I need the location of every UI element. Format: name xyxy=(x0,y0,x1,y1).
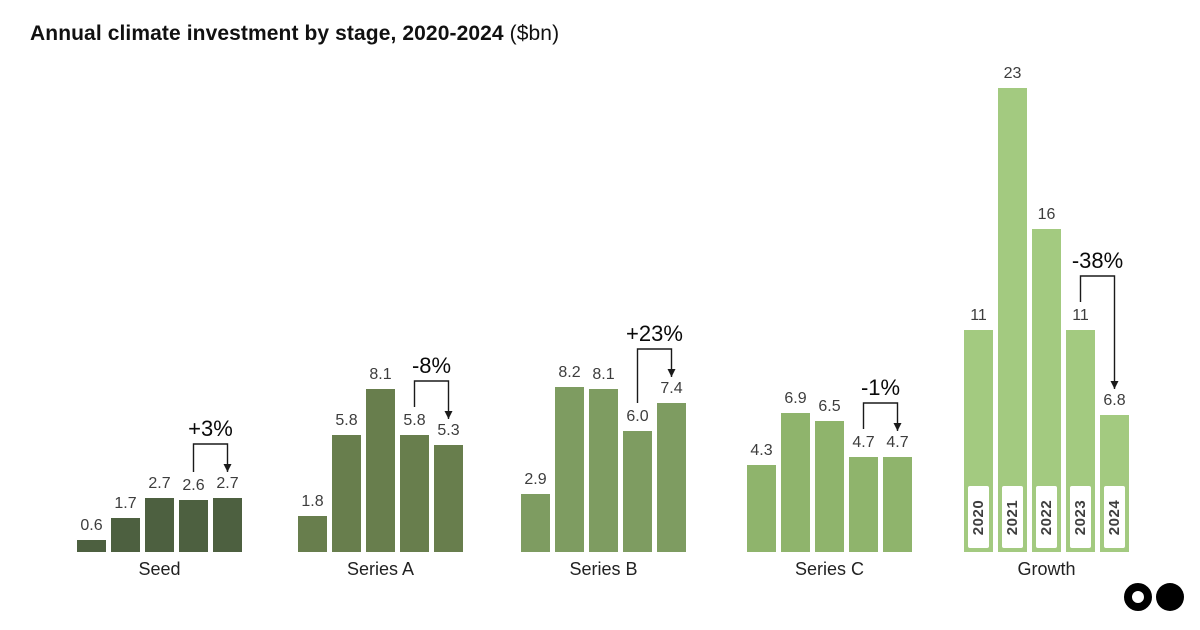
bar-value-label: 2.6 xyxy=(182,477,205,494)
bar-value-label: 11 xyxy=(1072,307,1089,324)
stage-label-growth: Growth xyxy=(1017,559,1076,579)
bar-value-label: 2.7 xyxy=(148,475,171,492)
bar-series-c-2024 xyxy=(883,457,912,552)
bar-seed-2020 xyxy=(77,540,106,552)
bar-series-a-2023 xyxy=(400,435,429,552)
change-percent-label: -8% xyxy=(412,353,451,378)
bar-seed-2024 xyxy=(213,498,242,552)
bar-value-label: 7.4 xyxy=(660,380,683,397)
bar-seed-2021 xyxy=(111,518,140,552)
stage-label-series-a: Series A xyxy=(346,559,415,579)
bar-series-c-2022 xyxy=(815,421,844,552)
bar-value-label: 16 xyxy=(1037,206,1056,223)
bar-value-label: 2.7 xyxy=(216,475,239,492)
chart-title: Annual climate investment by stage, 2020… xyxy=(30,22,559,46)
bar-value-label: 11 xyxy=(970,307,987,324)
circle-outline-icon xyxy=(1124,583,1152,611)
change-percent-label: -1% xyxy=(861,375,900,400)
year-label: 2024 xyxy=(1106,499,1123,535)
year-label: 2023 xyxy=(1072,499,1089,535)
arrowhead-icon xyxy=(444,411,453,419)
stage-label-series-b: Series B xyxy=(569,559,638,579)
bar-series-a-2020 xyxy=(298,516,327,552)
year-box-2020: 2020 xyxy=(968,486,989,548)
arrowhead-icon xyxy=(893,423,902,431)
year-label: 2021 xyxy=(1004,499,1021,535)
year-label: 2022 xyxy=(1038,499,1055,535)
year-box-2023: 2023 xyxy=(1070,486,1091,548)
bar-series-b-2022 xyxy=(589,389,618,552)
chart-title-units: ($bn) xyxy=(503,22,560,45)
bar-value-label: 6.8 xyxy=(1103,392,1126,409)
bar-value-label: 5.8 xyxy=(335,412,358,429)
bar-value-label: 8.1 xyxy=(369,366,392,383)
change-percent-label: +23% xyxy=(626,321,683,346)
bar-series-c-2023 xyxy=(849,457,878,552)
bar-value-label: 6.9 xyxy=(784,390,807,407)
bar-series-c-2021 xyxy=(781,413,810,552)
bar-value-label: 23 xyxy=(1003,65,1022,82)
bar-value-label: 8.2 xyxy=(558,364,581,381)
year-box-2024: 2024 xyxy=(1104,486,1125,548)
bar-seed-2023 xyxy=(179,500,208,552)
bar-seed-2022 xyxy=(145,498,174,552)
change-percent-label: -38% xyxy=(1072,248,1123,273)
annotation-seed: +3% xyxy=(188,416,233,472)
bar-series-b-2023 xyxy=(623,431,652,552)
change-arrow xyxy=(192,443,229,472)
arrowhead-icon xyxy=(1110,381,1119,389)
change-arrow xyxy=(862,402,899,431)
stage-label-seed: Seed xyxy=(138,559,181,579)
bar-series-a-2024 xyxy=(434,445,463,552)
circle-filled-icon xyxy=(1156,583,1184,611)
annotation-series-c: -1% xyxy=(861,375,902,431)
bar-value-label: 6.0 xyxy=(626,408,649,425)
bar-series-a-2021 xyxy=(332,435,361,552)
year-label: 2020 xyxy=(970,499,987,535)
arrowhead-icon xyxy=(223,464,232,472)
logo xyxy=(1124,583,1184,611)
bar-series-a-2022 xyxy=(366,389,395,552)
bar-value-label: 1.7 xyxy=(114,495,137,512)
chart-title-main: Annual climate investment by stage, 2020… xyxy=(30,22,504,45)
bar-value-label: 4.7 xyxy=(886,434,909,451)
bar-value-label: 6.5 xyxy=(818,398,841,415)
bar-growth-2021 xyxy=(998,88,1027,552)
bar-value-label: 4.7 xyxy=(852,434,875,451)
year-box-2022: 2022 xyxy=(1036,486,1057,548)
bar-value-label: 0.6 xyxy=(80,517,103,534)
bar-series-c-2020 xyxy=(747,465,776,552)
bar-value-label: 5.3 xyxy=(437,422,460,439)
change-percent-label: +3% xyxy=(188,416,233,441)
arrowhead-icon xyxy=(667,369,676,377)
bar-series-b-2021 xyxy=(555,387,584,552)
bar-series-b-2024 xyxy=(657,403,686,552)
bar-value-label: 4.3 xyxy=(750,442,773,459)
bar-value-label: 8.1 xyxy=(592,366,615,383)
bar-value-label: 2.9 xyxy=(524,471,547,488)
year-box-2021: 2021 xyxy=(1002,486,1023,548)
stage-label-series-c: Series C xyxy=(794,559,865,579)
annotation-series-a: -8% xyxy=(412,353,453,419)
bar-value-label: 1.8 xyxy=(301,493,324,510)
bar-series-b-2020 xyxy=(521,494,550,552)
